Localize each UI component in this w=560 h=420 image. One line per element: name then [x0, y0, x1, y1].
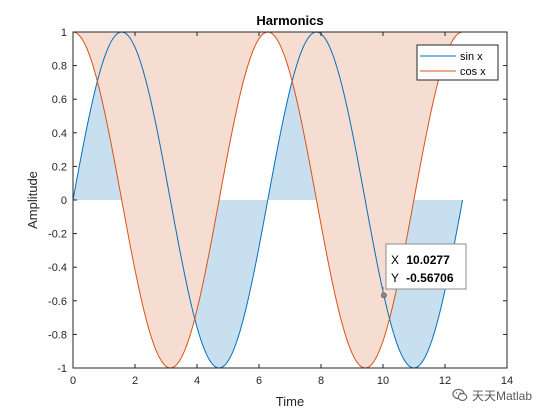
x-tick-label: 12	[439, 375, 451, 387]
y-tick-label: -0.6	[48, 296, 67, 308]
y-tick-label: 0.6	[52, 94, 67, 106]
y-tick-label: -1	[57, 363, 67, 375]
x-axis-title: Time	[276, 394, 304, 409]
datatip[interactable]: X 10.0277 Y -0.56706	[380, 243, 467, 299]
x-tick-label: 10	[377, 375, 389, 387]
datatip-box	[385, 243, 467, 290]
y-tick-label: -0.8	[48, 329, 67, 341]
x-tick-label: 6	[256, 375, 262, 387]
x-tick-label: 8	[318, 375, 324, 387]
legend-label-sin: sin x	[460, 51, 483, 63]
x-tick-label: 0	[70, 375, 76, 387]
datatip-x-value: 10.0277	[406, 253, 450, 267]
watermark: 天天Matlab	[452, 384, 532, 406]
y-tick-label: 0.8	[52, 61, 67, 73]
series-line-0	[72, 31, 464, 369]
legend-box	[416, 44, 499, 81]
y-tick-label: 0.2	[52, 161, 67, 173]
x-tick-label: 2	[132, 375, 138, 387]
legend[interactable]: sin x cos x	[416, 44, 499, 81]
fill-layer	[73, 32, 463, 368]
y-tick-label: 0.4	[52, 128, 67, 140]
y-tick-label: 1	[61, 27, 67, 39]
datatip-y-label: Y	[391, 271, 399, 285]
wechat-icon	[452, 388, 468, 402]
datatip-marker[interactable]	[380, 292, 387, 299]
y-tick-label: -0.2	[48, 229, 67, 241]
x-tick-label: 14	[501, 375, 513, 387]
series-fill-1	[73, 32, 463, 368]
datatip-y-value: -0.56706	[406, 271, 454, 285]
chart-title: Harmonics	[256, 13, 323, 28]
datatip-y-row: Y -0.56706	[391, 271, 454, 285]
tick-layer: 0 2 4 6 8 10 12 14 -1 -0.8 -0.6 -0.4 -0.2 0 0.2 0.4 0.6 0…	[48, 27, 513, 387]
watermark-text: 天天Matlab	[472, 388, 533, 403]
datatip-x-label: X	[391, 253, 399, 267]
y-axis-title: Amplitude	[25, 171, 40, 229]
x-tick-label: 4	[194, 375, 200, 387]
legend-label-cos: cos x	[460, 66, 486, 78]
y-tick-label: -0.4	[48, 262, 67, 274]
y-tick-label: 0	[61, 195, 67, 207]
datatip-x-row: X 10.0277	[391, 253, 450, 267]
